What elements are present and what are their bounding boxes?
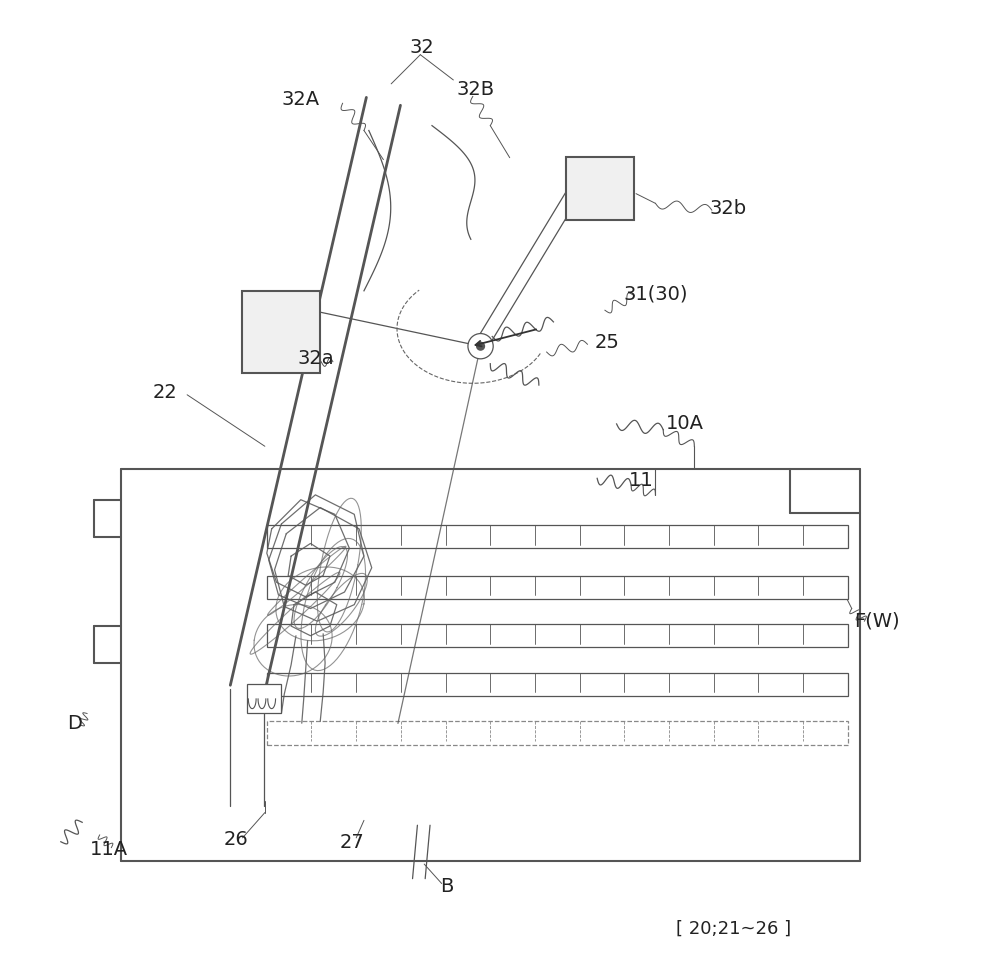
Text: [ 20;21~26 ]: [ 20;21~26 ]	[676, 920, 791, 938]
Text: 32a: 32a	[297, 349, 334, 368]
Text: B: B	[440, 877, 453, 896]
Text: 22: 22	[152, 383, 177, 403]
Text: F(W): F(W)	[854, 612, 900, 631]
Text: 10A: 10A	[666, 415, 704, 433]
Bar	[267, 525, 848, 548]
Bar	[267, 721, 848, 745]
Text: 26: 26	[223, 830, 248, 850]
Text: 32B: 32B	[457, 80, 495, 99]
Text: 32A: 32A	[282, 90, 320, 109]
Text: 31(30): 31(30)	[623, 284, 688, 303]
Bar	[566, 157, 634, 220]
Text: 11: 11	[629, 470, 653, 490]
Text: 27: 27	[340, 833, 365, 853]
Text: 32: 32	[410, 38, 435, 58]
Text: D: D	[67, 713, 82, 733]
Bar	[267, 575, 848, 599]
Text: 11A: 11A	[90, 840, 128, 859]
Bar	[242, 291, 320, 373]
Text: 25: 25	[594, 333, 619, 352]
Bar	[267, 672, 848, 696]
Bar	[247, 684, 281, 713]
Circle shape	[468, 333, 493, 359]
Circle shape	[477, 342, 484, 350]
Bar	[267, 624, 848, 648]
Text: 32b: 32b	[710, 199, 747, 218]
